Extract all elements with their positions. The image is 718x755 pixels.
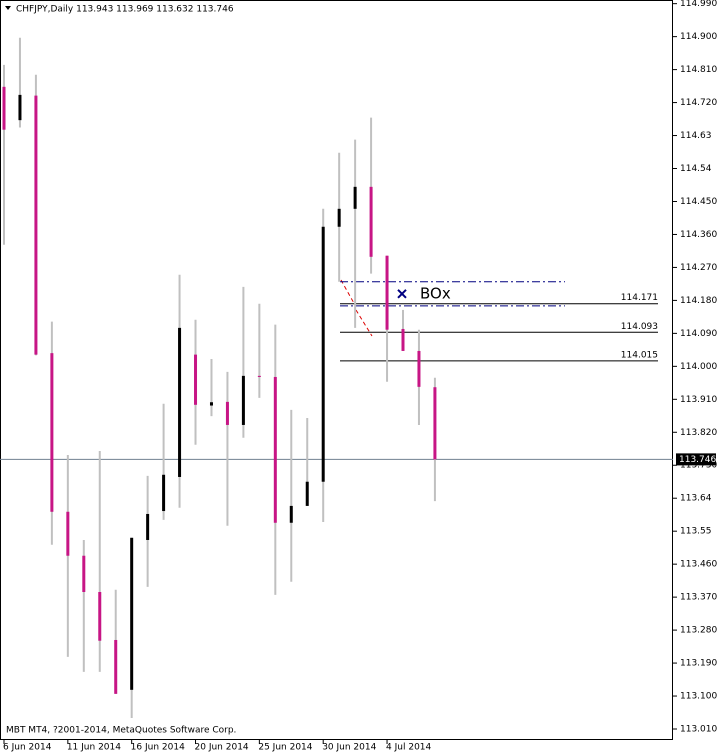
level-label: 114.093 — [621, 322, 658, 332]
box-label: BOx — [420, 284, 451, 302]
candle-body — [98, 592, 102, 641]
y-tick-label: 114.900 — [680, 32, 717, 42]
x-tick-label: 6 Jun 2014 — [3, 743, 52, 753]
candle-body — [353, 186, 357, 209]
y-tick-label: 113.730 — [680, 461, 717, 471]
y-tick-label: 114.990 — [680, 0, 717, 9]
footer: MBT MT4, ?2001-2014, MetaQuotes Software… — [6, 726, 236, 736]
trend-line — [355, 309, 373, 337]
x-tick-label: 20 Jun 2014 — [195, 743, 249, 753]
y-tick-label: 113.460 — [680, 560, 717, 570]
candle-body — [50, 353, 54, 512]
candle-body — [18, 94, 22, 121]
candle-body — [82, 555, 86, 592]
y-tick-label: 113.820 — [680, 428, 717, 438]
y-tick-label: 114.720 — [680, 98, 717, 108]
candle-body — [146, 513, 150, 540]
candle-body — [66, 511, 70, 556]
y-tick-label: 114.180 — [680, 296, 717, 306]
candle-body — [241, 375, 245, 425]
y-tick-label: 113.910 — [680, 395, 717, 405]
menu-arrow — [5, 6, 11, 10]
trend-line — [340, 279, 356, 306]
x-tick-label: 4 Jul 2014 — [386, 743, 431, 753]
y-tick-label: 113.190 — [680, 659, 717, 669]
y-tick-label: 114.450 — [680, 197, 717, 207]
candle-body — [162, 474, 166, 512]
plot-frame — [0, 0, 673, 740]
candle-body — [130, 537, 134, 690]
y-tick-label: 114.360 — [680, 230, 717, 240]
y-tick-label: 113.010 — [680, 725, 717, 735]
candle-body — [401, 328, 405, 351]
y-tick-label: 113.100 — [680, 692, 717, 702]
x-tick-label: 16 Jun 2014 — [131, 743, 185, 753]
y-tick-label: 114.54 — [680, 164, 712, 174]
candle-body — [273, 376, 277, 523]
x-tick-label: 11 Jun 2014 — [67, 743, 121, 753]
candle-body — [417, 350, 421, 387]
y-tick-label: 114.63 — [680, 131, 712, 141]
x-tick-label: 30 Jun 2014 — [322, 743, 376, 753]
y-tick-label: 113.55 — [680, 527, 712, 537]
current-price-label: 113.746 — [679, 455, 716, 465]
candle-body — [34, 95, 38, 355]
y-tick-label: 114.810 — [680, 65, 717, 75]
candle-body — [178, 327, 182, 477]
candle-body — [369, 186, 373, 257]
box-marker — [397, 289, 407, 299]
candle-body — [2, 86, 6, 130]
candle-body — [289, 505, 293, 523]
current-price-box — [676, 453, 716, 466]
y-tick-label: 114.000 — [680, 362, 717, 372]
y-tick-label: 113.370 — [680, 593, 717, 603]
y-tick-label: 114.090 — [680, 329, 717, 339]
candle-body — [305, 481, 309, 506]
level-label: 114.015 — [621, 350, 658, 360]
y-tick-label: 113.280 — [680, 626, 717, 636]
x-tick-label: 25 Jun 2014 — [258, 743, 312, 753]
chart-title: CHFJPY,Daily 113.943 113.969 113.632 113… — [16, 5, 234, 15]
candle-body — [433, 387, 437, 460]
candle-body — [225, 401, 229, 425]
candle-body — [114, 639, 118, 694]
candle-body — [321, 226, 325, 482]
candle-body — [209, 402, 213, 406]
level-label: 114.171 — [621, 293, 658, 303]
candle-body — [194, 354, 198, 405]
y-tick-label: 113.64 — [680, 494, 712, 504]
candle-body — [385, 255, 389, 330]
candle-body — [257, 375, 261, 377]
y-tick-label: 114.270 — [680, 263, 717, 273]
candle-body — [337, 208, 341, 227]
